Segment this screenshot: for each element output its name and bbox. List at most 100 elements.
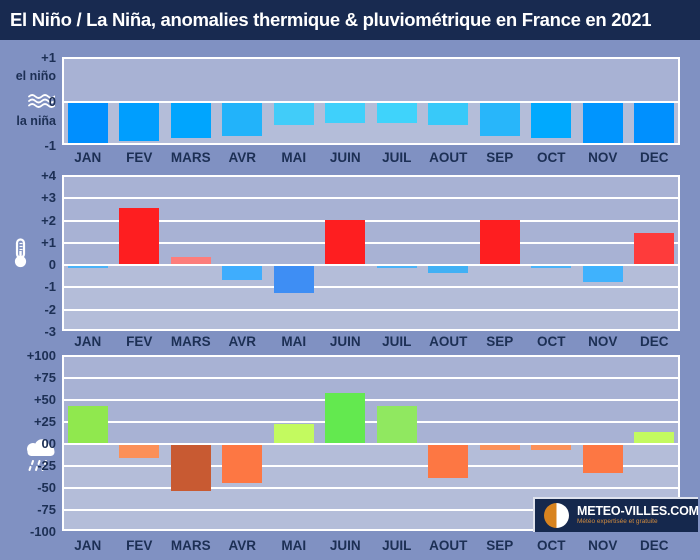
- month-label: AVR: [228, 150, 256, 165]
- y-axis-tick-label: +2: [41, 213, 56, 228]
- month-label: OCT: [537, 334, 566, 349]
- bar-mars: [171, 257, 211, 264]
- plot-area-above-zero: [62, 175, 680, 264]
- month-label: JUIN: [329, 538, 361, 553]
- plot-area-above-zero: [62, 57, 680, 101]
- logo-text-block: METEO-VILLES.COM Météo expertisée et gra…: [577, 505, 698, 526]
- bar-oct: [531, 103, 571, 138]
- bar-aout: [428, 103, 468, 125]
- zero-line: [62, 101, 680, 103]
- gridline: [62, 286, 680, 288]
- month-label: FEV: [126, 334, 153, 349]
- bar-juil: [377, 266, 417, 268]
- page-title: El Niño / La Niña, anomalies thermique &…: [10, 9, 652, 30]
- bar-sep: [480, 220, 520, 264]
- thermometer-icon: [11, 238, 30, 273]
- bar-juin: [325, 393, 365, 443]
- month-label: MAI: [281, 150, 307, 165]
- month-label: AOUT: [429, 538, 468, 553]
- logo-name: METEO-VILLES.COM: [577, 505, 698, 518]
- zero-line: [62, 264, 680, 266]
- month-label: AVR: [228, 538, 256, 553]
- month-label: JUIN: [329, 334, 361, 349]
- el-nino-label: el niño: [15, 69, 56, 83]
- gridline: [62, 242, 680, 244]
- month-label: JAN: [74, 334, 102, 349]
- month-label: MARS: [170, 150, 211, 165]
- month-label: JUIL: [382, 538, 412, 553]
- bar-dec: [634, 432, 674, 443]
- gridline: [62, 465, 680, 467]
- bar-dec: [634, 103, 674, 143]
- gridline: [62, 421, 680, 423]
- meteo-villes-logo-icon: [544, 503, 569, 528]
- bar-nov: [583, 266, 623, 282]
- month-label: DEC: [639, 538, 669, 553]
- y-axis-tick-label: +3: [41, 190, 56, 205]
- logo-tagline: Météo expertisée et gratuite: [577, 518, 658, 525]
- y-axis-tick-label: -2: [44, 302, 56, 317]
- y-axis-tick-label: -1: [44, 279, 56, 294]
- month-label: JUIN: [329, 150, 361, 165]
- month-label: FEV: [126, 538, 153, 553]
- y-axis-tick-label: -3: [44, 324, 56, 339]
- bar-fev: [119, 208, 159, 264]
- title-bar: El Niño / La Niña, anomalies thermique &…: [0, 0, 700, 40]
- month-label: NOV: [588, 150, 618, 165]
- month-label: JUIL: [382, 150, 412, 165]
- bar-avr: [222, 266, 262, 280]
- month-label: MARS: [170, 334, 211, 349]
- bar-mai: [274, 103, 314, 125]
- bar-mars: [171, 445, 211, 491]
- gridline: [62, 220, 680, 222]
- bar-oct: [531, 266, 571, 268]
- gridline: [62, 509, 680, 511]
- month-label: NOV: [588, 538, 618, 553]
- month-label: FEV: [126, 150, 153, 165]
- bar-avr: [222, 103, 262, 136]
- y-axis-tick-label: +50: [33, 392, 56, 407]
- month-label: OCT: [537, 538, 566, 553]
- la-nina-label: la niña: [16, 114, 56, 128]
- month-label: JUIL: [382, 334, 412, 349]
- waves-icon: [28, 93, 56, 114]
- y-axis-tick-label: -100: [29, 524, 56, 539]
- y-axis-tick-label: +1: [41, 235, 56, 250]
- month-label: AOUT: [429, 150, 468, 165]
- month-label: NOV: [588, 334, 618, 349]
- bar-avr: [222, 445, 262, 483]
- bar-sep: [480, 445, 520, 450]
- y-axis-tick-label: -75: [37, 502, 56, 517]
- y-axis-tick-label: +75: [33, 370, 56, 385]
- y-axis-tick-label: 00: [41, 436, 56, 451]
- bar-oct: [531, 445, 571, 450]
- month-label: SEP: [486, 150, 514, 165]
- gridline: [62, 399, 680, 401]
- bar-juin: [325, 220, 365, 264]
- plot-area-below-zero: [62, 264, 680, 331]
- bar-sep: [480, 103, 520, 136]
- y-axis-tick-label: +25: [33, 414, 56, 429]
- bar-mars: [171, 103, 211, 138]
- bar-juin: [325, 103, 365, 123]
- gridline: [62, 377, 680, 379]
- y-axis-tick-label: 0: [48, 257, 56, 272]
- bar-dec: [634, 233, 674, 264]
- gridline: [62, 487, 680, 489]
- month-label: MAI: [281, 334, 307, 349]
- plot-area-below-zero: [62, 101, 680, 145]
- y-axis-tick-label: +1: [41, 50, 56, 65]
- month-label: JAN: [74, 150, 102, 165]
- gridline: [62, 309, 680, 311]
- bar-jan: [68, 266, 108, 268]
- month-label: DEC: [639, 334, 669, 349]
- bar-mai: [274, 266, 314, 293]
- rain-cloud-icon: [22, 438, 58, 478]
- y-axis-tick-label: -25: [37, 458, 56, 473]
- bar-aout: [428, 445, 468, 478]
- bar-aout: [428, 266, 468, 273]
- y-axis-tick-label: +4: [41, 168, 56, 183]
- month-label: DEC: [639, 150, 669, 165]
- gridline: [62, 197, 680, 199]
